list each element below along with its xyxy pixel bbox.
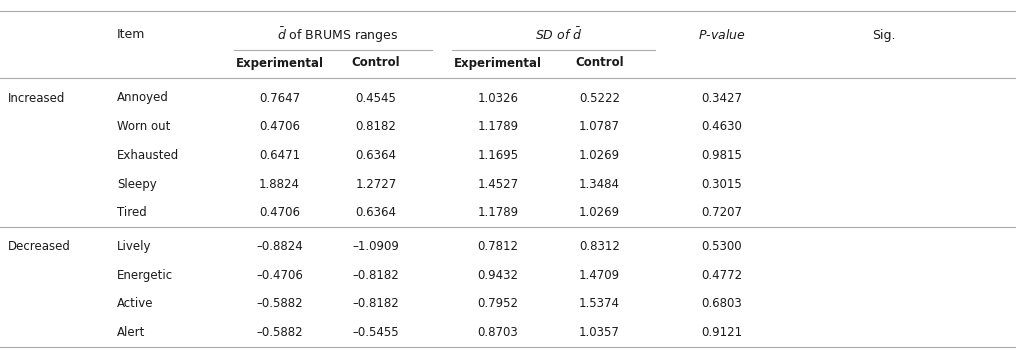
Text: 1.3484: 1.3484 xyxy=(579,177,620,191)
Text: 1.1789: 1.1789 xyxy=(478,206,518,219)
Text: –1.0909: –1.0909 xyxy=(353,240,399,253)
Text: Item: Item xyxy=(117,28,145,42)
Text: 0.4706: 0.4706 xyxy=(259,206,300,219)
Text: 0.7647: 0.7647 xyxy=(259,91,300,105)
Text: 0.6803: 0.6803 xyxy=(701,297,742,310)
Text: 1.0269: 1.0269 xyxy=(579,206,620,219)
Text: 0.9121: 0.9121 xyxy=(701,326,742,339)
Text: 0.8182: 0.8182 xyxy=(356,120,396,133)
Text: Sleepy: Sleepy xyxy=(117,177,156,191)
Text: 0.3015: 0.3015 xyxy=(701,177,742,191)
Text: 0.4772: 0.4772 xyxy=(701,268,742,282)
Text: 0.6471: 0.6471 xyxy=(259,149,300,162)
Text: –0.8824: –0.8824 xyxy=(256,240,303,253)
Text: Annoyed: Annoyed xyxy=(117,91,169,105)
Text: 0.5300: 0.5300 xyxy=(701,240,742,253)
Text: Sig.: Sig. xyxy=(872,28,896,42)
Text: Alert: Alert xyxy=(117,326,145,339)
Text: Increased: Increased xyxy=(8,91,65,105)
Text: 1.0787: 1.0787 xyxy=(579,120,620,133)
Text: 1.0326: 1.0326 xyxy=(478,91,518,105)
Text: Experimental: Experimental xyxy=(454,56,542,70)
Text: 1.1695: 1.1695 xyxy=(478,149,518,162)
Text: Active: Active xyxy=(117,297,153,310)
Text: –0.5455: –0.5455 xyxy=(353,326,399,339)
Text: Experimental: Experimental xyxy=(236,56,323,70)
Text: $P$-value: $P$-value xyxy=(698,28,745,42)
Text: 1.4527: 1.4527 xyxy=(478,177,518,191)
Text: 0.9432: 0.9432 xyxy=(478,268,518,282)
Text: 0.6364: 0.6364 xyxy=(356,206,396,219)
Text: 0.7207: 0.7207 xyxy=(701,206,742,219)
Text: 0.4630: 0.4630 xyxy=(701,120,742,133)
Text: –0.5882: –0.5882 xyxy=(256,297,303,310)
Text: Control: Control xyxy=(352,56,400,70)
Text: 1.1789: 1.1789 xyxy=(478,120,518,133)
Text: Lively: Lively xyxy=(117,240,151,253)
Text: 0.4706: 0.4706 xyxy=(259,120,300,133)
Text: Control: Control xyxy=(575,56,624,70)
Text: Tired: Tired xyxy=(117,206,146,219)
Text: –0.4706: –0.4706 xyxy=(256,268,303,282)
Text: Worn out: Worn out xyxy=(117,120,171,133)
Text: 1.2727: 1.2727 xyxy=(356,177,396,191)
Text: 0.8703: 0.8703 xyxy=(478,326,518,339)
Text: 1.0357: 1.0357 xyxy=(579,326,620,339)
Text: 0.6364: 0.6364 xyxy=(356,149,396,162)
Text: Energetic: Energetic xyxy=(117,268,173,282)
Text: 1.5374: 1.5374 xyxy=(579,297,620,310)
Text: 0.9815: 0.9815 xyxy=(701,149,742,162)
Text: Decreased: Decreased xyxy=(8,240,71,253)
Text: 0.8312: 0.8312 xyxy=(579,240,620,253)
Text: 1.4709: 1.4709 xyxy=(579,268,620,282)
Text: Exhausted: Exhausted xyxy=(117,149,179,162)
Text: –0.8182: –0.8182 xyxy=(353,268,399,282)
Text: 0.4545: 0.4545 xyxy=(356,91,396,105)
Text: 0.7952: 0.7952 xyxy=(478,297,518,310)
Text: 1.8824: 1.8824 xyxy=(259,177,300,191)
Text: 1.0269: 1.0269 xyxy=(579,149,620,162)
Text: $SD$ of $\bar{d}$: $SD$ of $\bar{d}$ xyxy=(535,27,582,43)
Text: 0.3427: 0.3427 xyxy=(701,91,742,105)
Text: –0.8182: –0.8182 xyxy=(353,297,399,310)
Text: 0.7812: 0.7812 xyxy=(478,240,518,253)
Text: $\bar{d}$ of BRUMS ranges: $\bar{d}$ of BRUMS ranges xyxy=(277,25,398,45)
Text: 0.5222: 0.5222 xyxy=(579,91,620,105)
Text: –0.5882: –0.5882 xyxy=(256,326,303,339)
